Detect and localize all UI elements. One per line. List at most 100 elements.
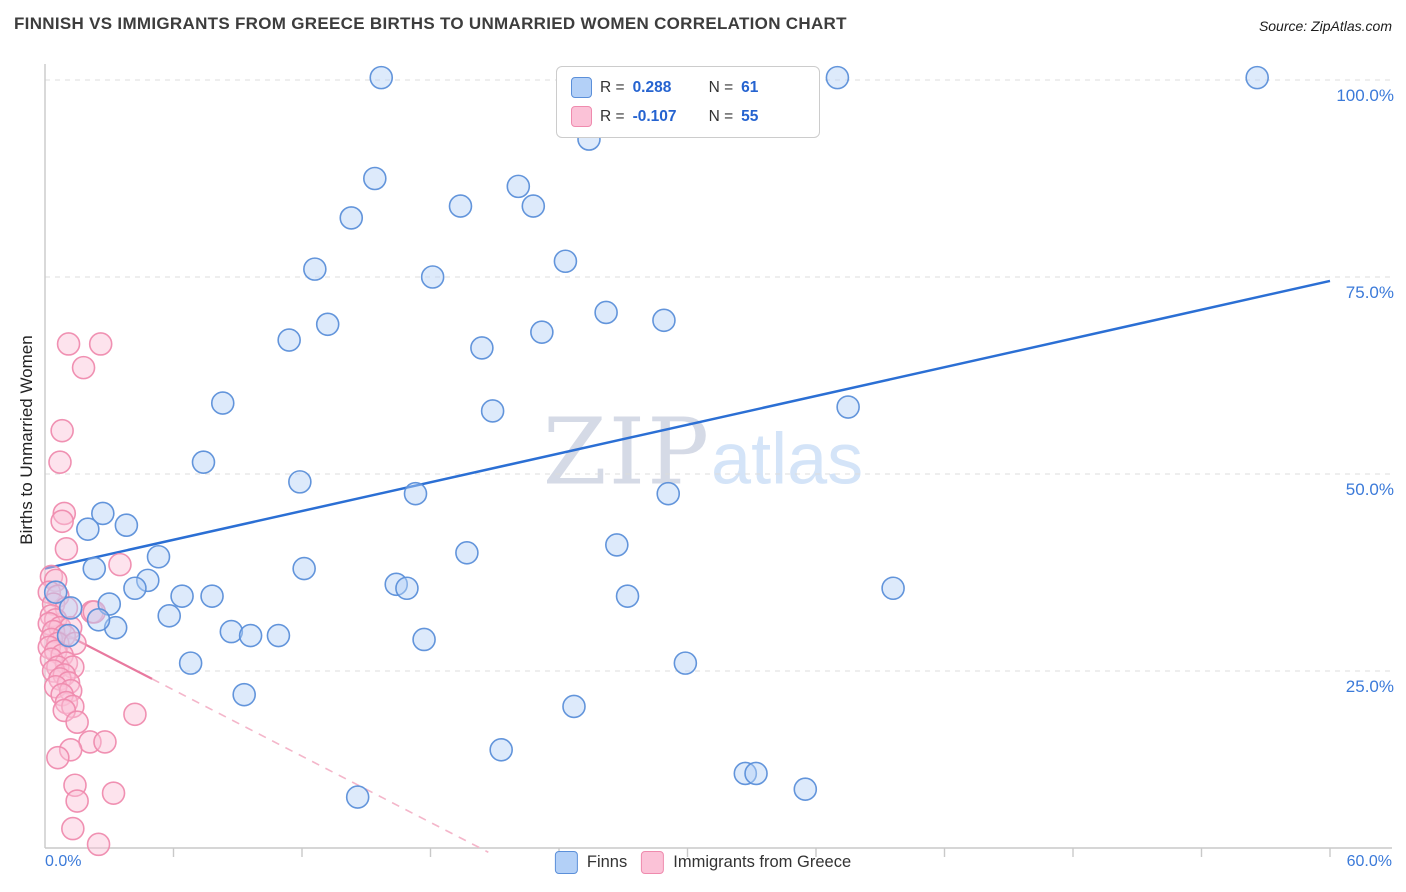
finns-point xyxy=(277,328,301,352)
finns-point xyxy=(238,623,263,648)
finns-point xyxy=(562,694,586,719)
greece-point xyxy=(37,635,62,660)
greece-point xyxy=(52,501,77,526)
finns-point xyxy=(170,584,194,608)
greece-point xyxy=(39,647,64,671)
n-value-finns: 61 xyxy=(741,78,759,96)
greece-point xyxy=(93,730,117,754)
finns-point xyxy=(673,651,698,675)
r-value-greece: -0.107 xyxy=(632,107,677,125)
finns-point xyxy=(594,300,618,325)
trend-line-0 xyxy=(44,279,1331,570)
finns-point xyxy=(146,544,171,569)
finns-point xyxy=(303,257,327,281)
finns-point xyxy=(86,607,111,632)
finns-point xyxy=(219,619,244,644)
finns-swatch xyxy=(554,851,578,874)
finns-point xyxy=(470,336,494,360)
finns-point xyxy=(489,737,513,762)
finns-point xyxy=(232,682,256,707)
finns-point xyxy=(178,651,203,675)
greece-point xyxy=(56,671,81,695)
finns-point xyxy=(56,623,81,648)
legend-label-greece: Immigrants from Greece xyxy=(673,853,852,871)
finns-point xyxy=(292,556,316,581)
r-label: R = xyxy=(600,78,625,96)
finns-point xyxy=(114,513,139,538)
y-axis-title: Births to Unmarried Women xyxy=(17,335,36,545)
finns-point xyxy=(345,785,370,809)
finns-point xyxy=(210,391,235,415)
greece-point xyxy=(54,690,79,715)
finns-point xyxy=(1245,65,1269,90)
finns-point xyxy=(43,580,68,605)
page-title: FINNISH VS IMMIGRANTS FROM GREECE BIRTHS… xyxy=(14,14,847,33)
finns-point xyxy=(369,65,394,90)
finns-point xyxy=(82,556,107,581)
finns-point xyxy=(288,470,312,494)
greece-point xyxy=(48,450,72,474)
n-value-greece: 55 xyxy=(741,107,759,125)
greece-point xyxy=(108,552,132,577)
finns-point xyxy=(530,320,554,344)
legend-row-finns: R = 0.288 N = 61 xyxy=(571,77,805,98)
finns-point xyxy=(480,399,505,423)
finns-point xyxy=(363,166,387,191)
finns-point xyxy=(136,568,160,593)
y-tick-25: 25.0% xyxy=(1345,677,1394,696)
finns-point xyxy=(76,517,100,541)
greece-point xyxy=(65,710,89,735)
watermark-atlas: atlas xyxy=(711,419,864,500)
finns-point xyxy=(506,174,531,199)
trend-line-2 xyxy=(151,678,489,853)
finns-point xyxy=(200,584,224,608)
legend-item-finns: Finns xyxy=(554,851,628,874)
r-label: R = xyxy=(600,107,625,125)
finns-point xyxy=(395,576,419,601)
finns-swatch xyxy=(571,77,592,98)
legend-item-greece: Immigrants from Greece xyxy=(641,851,851,874)
greece-point xyxy=(61,816,85,841)
greece-point xyxy=(46,745,70,770)
finns-point xyxy=(420,265,445,289)
n-label: N = xyxy=(708,107,734,125)
greece-point xyxy=(50,509,74,534)
y-tick-100: 100.0% xyxy=(1336,86,1394,105)
finns-point xyxy=(652,308,676,333)
greece-point xyxy=(50,418,74,443)
greece-point xyxy=(56,332,81,356)
greece-point xyxy=(101,781,126,805)
finns-point xyxy=(58,596,83,620)
legend-label-finns: Finns xyxy=(586,853,628,871)
finns-point xyxy=(103,615,128,640)
greece-point xyxy=(65,789,89,813)
finns-point xyxy=(521,194,546,218)
greece-point xyxy=(71,355,96,380)
source-attribution: Source: ZipAtlas.com xyxy=(1258,18,1392,34)
n-label: N = xyxy=(708,78,734,96)
r-value-finns: 0.288 xyxy=(632,78,672,96)
finns-point xyxy=(91,501,115,526)
greece-point xyxy=(86,832,111,857)
finns-point xyxy=(191,450,216,474)
greece-point xyxy=(88,332,113,356)
x-axis-min-label: 0.0% xyxy=(45,853,82,870)
series-legend: Finns Immigrants from Greece xyxy=(554,851,851,874)
finns-point xyxy=(339,206,364,230)
finns-point xyxy=(825,65,850,90)
finns-point xyxy=(836,395,860,419)
correlation-legend-box: R = 0.288 N = 61 R = -0.107 N = 55 xyxy=(556,66,820,138)
finns-point xyxy=(315,312,340,337)
finns-point xyxy=(266,623,291,648)
finns-point xyxy=(744,761,768,786)
greece-swatch xyxy=(571,106,592,127)
finns-point xyxy=(403,481,428,506)
greece-point xyxy=(52,698,77,723)
finns-point xyxy=(615,584,640,608)
finns-point xyxy=(881,576,905,601)
y-tick-75: 75.0% xyxy=(1345,283,1394,302)
finns-point xyxy=(553,249,578,274)
greece-point xyxy=(58,737,83,762)
x-axis-max-label: 60.0% xyxy=(1346,853,1392,870)
